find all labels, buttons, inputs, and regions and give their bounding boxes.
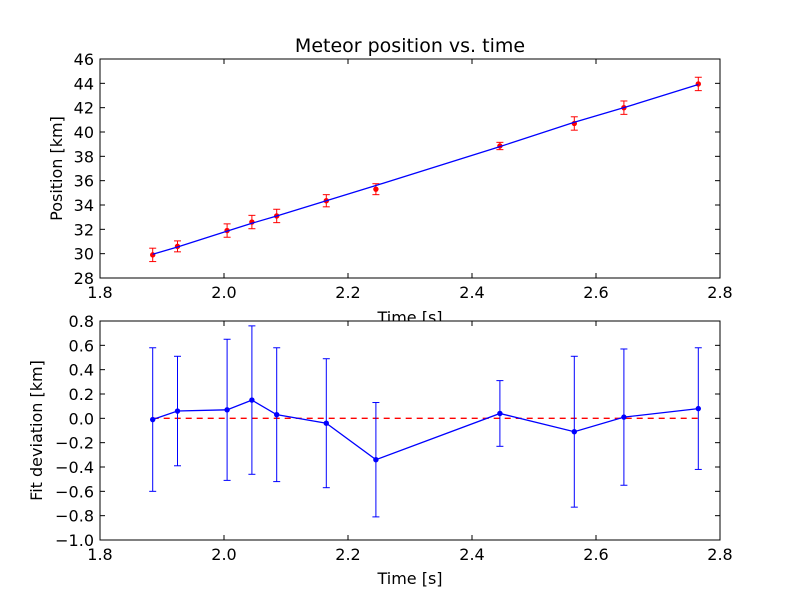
- x-axis-label: Time [s]: [376, 569, 442, 588]
- chart-title: Meteor position vs. time: [295, 35, 525, 57]
- data-point: [249, 397, 255, 403]
- data-point: [174, 408, 181, 414]
- y-tick-label: 28: [74, 269, 94, 288]
- deviation-y-ticks: −1.0 −0.8 −0.6 −0.4 −0.2 0.0 0.2 0.4 0.6 0.8: [55, 312, 720, 550]
- plot-frame: [99, 58, 721, 279]
- fit-line: [152, 83, 699, 255]
- x-tick-label: 1.8: [87, 283, 112, 302]
- data-point: [695, 405, 701, 412]
- position-y-ticks: 28 30 32 34 36 38 40 42 44 46: [74, 50, 720, 288]
- y-tick-label: 32: [74, 220, 94, 239]
- y-tick-label: 0.6: [69, 336, 94, 355]
- data-point: [571, 429, 577, 435]
- y-tick-label: −0.4: [55, 458, 94, 477]
- deviation-chart: −1.0 −0.8 −0.6 −0.4 −0.2 0.0 0.2 0.4 0.6 0.8 1.8 2…: [27, 312, 733, 588]
- x-tick-label: 2.8: [707, 283, 732, 302]
- position-chart: Meteor position vs. time 28 30 32 34 36 38 40 4…: [47, 35, 733, 327]
- y-tick-label: 46: [74, 50, 94, 69]
- y-tick-label: −0.2: [55, 434, 94, 453]
- y-tick-label: 38: [74, 147, 94, 166]
- deviation-plot-area: [99, 320, 721, 541]
- y-tick-label: 40: [74, 123, 94, 142]
- x-tick-label: 2.2: [335, 545, 360, 564]
- y-tick-label: 0.8: [69, 312, 94, 331]
- y-axis-label: Fit deviation [km]: [27, 360, 46, 501]
- x-tick-label: 2.0: [211, 545, 236, 564]
- y-tick-label: 36: [74, 172, 94, 191]
- position-plot-area: [99, 58, 721, 279]
- plot-background: [100, 59, 720, 278]
- x-tick-label: 2.0: [211, 283, 236, 302]
- x-tick-label: 2.8: [707, 545, 732, 564]
- data-point: [373, 457, 379, 463]
- y-tick-label: 0.0: [69, 409, 94, 428]
- x-tick-label: 2.4: [459, 283, 484, 302]
- x-tick-label: 2.2: [335, 283, 360, 302]
- position-x-ticks: 1.8 2.0 2.2 2.4 2.6 2.8: [87, 59, 733, 302]
- plot-background: [100, 321, 720, 540]
- y-tick-label: −0.6: [55, 482, 94, 501]
- y-tick-label: 34: [74, 196, 94, 215]
- x-tick-label: 2.6: [583, 545, 608, 564]
- plot-frame: [99, 320, 721, 541]
- y-tick-label: 30: [74, 245, 94, 264]
- y-tick-label: 42: [74, 99, 94, 118]
- y-tick-label: 0.4: [69, 361, 94, 380]
- data-point: [621, 414, 627, 420]
- y-tick-label: −1.0: [55, 531, 94, 550]
- data-point: [224, 407, 230, 413]
- data-point: [274, 411, 280, 418]
- x-tick-label: 2.4: [459, 545, 484, 564]
- data-point: [373, 186, 379, 192]
- data-point: [323, 420, 329, 426]
- deviation-x-ticks: 1.8 2.0 2.2 2.4 2.6 2.8: [87, 321, 733, 564]
- y-axis-label: Position [km]: [47, 116, 66, 221]
- x-tick-label: 1.8: [87, 545, 112, 564]
- data-point: [150, 416, 156, 423]
- y-tick-label: 44: [74, 74, 94, 93]
- y-tick-label: −0.8: [55, 507, 94, 526]
- data-point: [497, 410, 503, 417]
- x-tick-label: 2.6: [583, 283, 608, 302]
- y-tick-label: 0.2: [69, 385, 94, 404]
